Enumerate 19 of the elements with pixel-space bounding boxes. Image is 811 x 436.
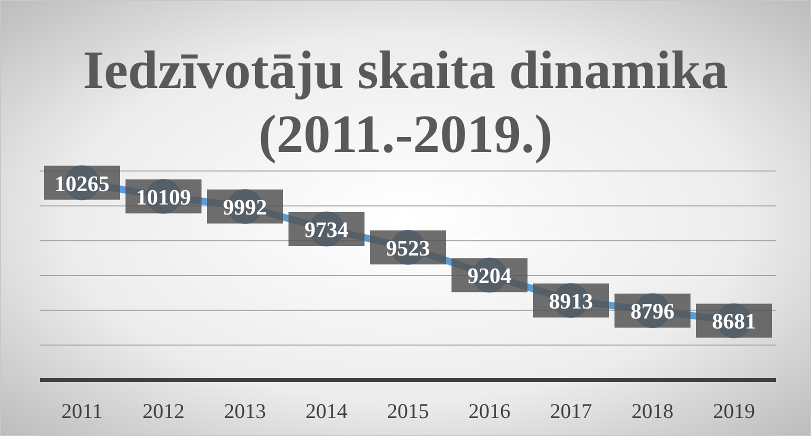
data-label: 8681 [712, 308, 756, 334]
data-label: 8796 [630, 298, 674, 324]
data-label: 9734 [304, 216, 348, 242]
x-tick-label: 2012 [142, 399, 184, 423]
data-label: 9523 [386, 235, 430, 260]
x-tick-label: 2013 [224, 399, 266, 423]
x-tick-label: 2017 [550, 399, 592, 423]
x-tick-label: 2018 [632, 399, 674, 423]
x-tick-label: 2016 [468, 399, 510, 423]
data-label: 9204 [468, 263, 512, 288]
data-label: 10109 [136, 184, 191, 210]
x-tick-label: 2014 [306, 399, 348, 423]
x-tick-label: 2015 [387, 399, 429, 423]
data-label: 8913 [549, 288, 593, 314]
x-tick-label: 2019 [713, 399, 755, 423]
data-label: 10265 [54, 170, 110, 196]
data-label: 9992 [223, 194, 267, 220]
chart-title: Iedzīvotāju skaita dinamika (2011.-2019.) [82, 40, 728, 164]
x-tick-label: 2011 [61, 399, 103, 423]
